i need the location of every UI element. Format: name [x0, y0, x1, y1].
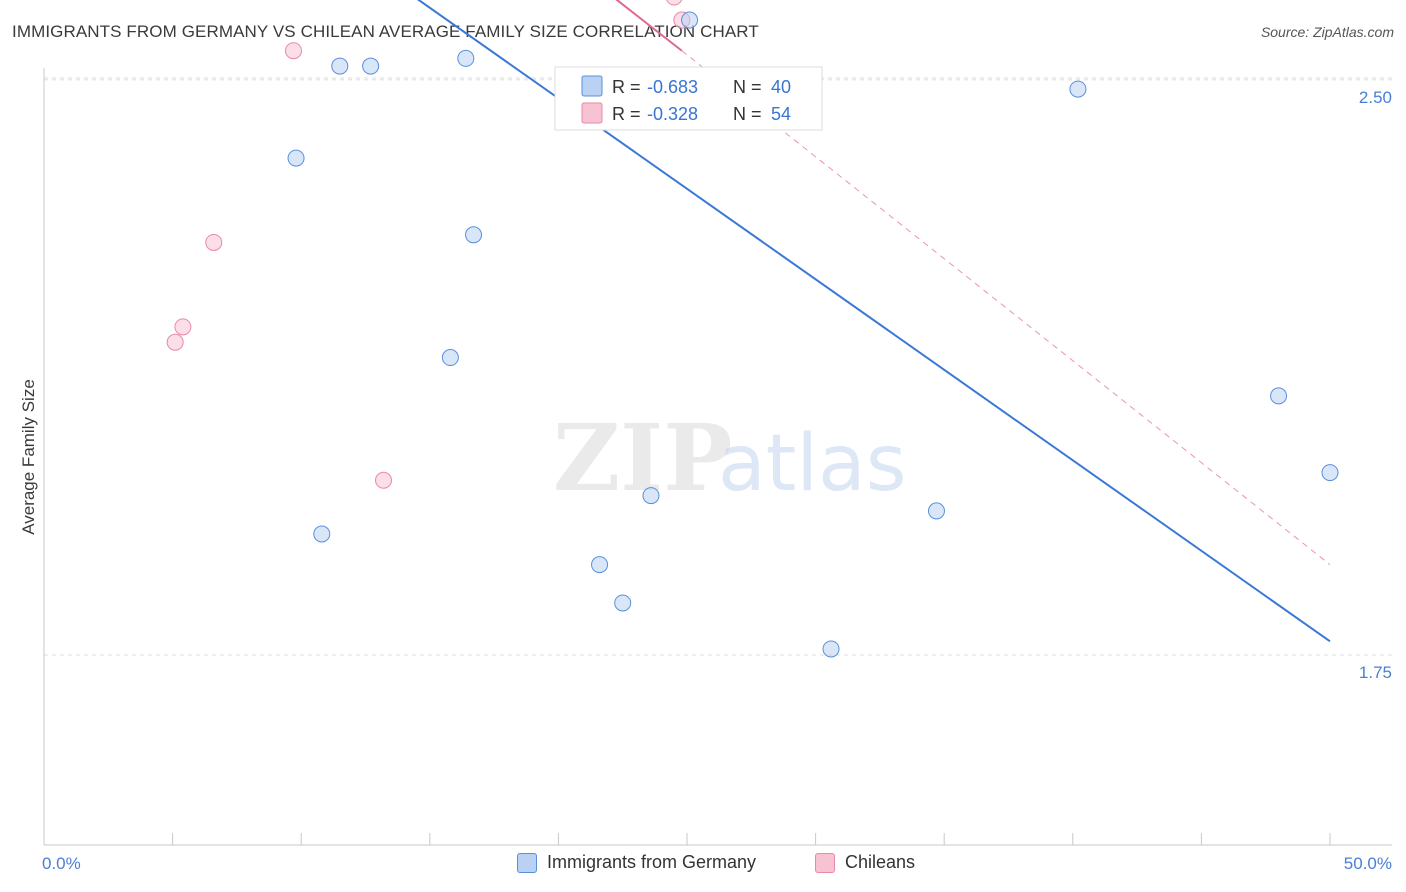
- legend-item-chileans[interactable]: Chileans: [815, 852, 915, 873]
- legend-r-label-chileans: R =: [612, 104, 641, 124]
- legend-swatch-germany-bottom: [517, 852, 537, 873]
- source-label: Source: ZipAtlas.com: [1260, 24, 1394, 40]
- axes: [43, 68, 1392, 846]
- point-germany-27: [441, 349, 459, 367]
- legend-r-value-germany: -0.683: [647, 77, 698, 97]
- point-germany-36: [927, 502, 945, 520]
- legend-r-label-germany: R =: [612, 77, 641, 97]
- point-germany-34: [681, 11, 699, 29]
- legend-box: R = -0.683 N = 40 R = -0.328 N = 54: [554, 66, 823, 131]
- y-axis-label: Average Family Size: [19, 379, 38, 535]
- watermark-atlas: atlas: [718, 419, 907, 509]
- point-germany-22: [331, 57, 349, 75]
- legend-swatch-germany: [581, 75, 603, 97]
- chart-title: IMMIGRANTS FROM GERMANY VS CHILEAN AVERA…: [12, 22, 759, 41]
- data-points: [166, 0, 1339, 658]
- point-chileans-38: [174, 318, 192, 336]
- legend-swatch-chileans: [581, 102, 603, 124]
- point-germany-39: [1321, 464, 1339, 482]
- point-chileans-52: [666, 0, 683, 6]
- legend-n-value-chileans: 54: [771, 104, 791, 124]
- legend-label-germany: Immigrants from Germany: [547, 852, 757, 872]
- point-germany-19: [287, 149, 305, 167]
- legend-n-label-germany: N =: [733, 77, 762, 97]
- point-chileans-41: [205, 233, 223, 251]
- y-tick-label-1: 2.50: [1359, 88, 1392, 107]
- legend-n-label-chileans: N =: [733, 104, 762, 124]
- point-chileans-49: [375, 471, 393, 489]
- bottom-legend: Immigrants from Germany Chileans: [0, 852, 1406, 878]
- trend-line-chileans: [615, 0, 683, 52]
- x-tick-label-max: 50.0%: [1344, 854, 1392, 873]
- x-tick-label-min: 0.0%: [42, 854, 81, 873]
- point-germany-28: [457, 49, 475, 67]
- point-germany-24: [362, 57, 380, 75]
- point-germany-38: [1270, 387, 1288, 405]
- legend-swatch-chileans-bottom: [815, 852, 835, 873]
- point-germany-37: [1069, 80, 1087, 98]
- trend-lines: [417, 0, 1331, 643]
- trend-line-germany: [417, 0, 1331, 643]
- legend-n-value-germany: 40: [771, 77, 791, 97]
- point-chileans-47: [284, 42, 302, 60]
- legend-label-chileans: Chileans: [845, 852, 916, 872]
- point-germany-35: [822, 640, 840, 658]
- point-germany-29: [465, 226, 483, 244]
- legend-item-germany[interactable]: Immigrants from Germany: [517, 852, 756, 873]
- point-germany-31: [591, 556, 609, 574]
- legend-r-value-chileans: -0.328: [647, 104, 698, 124]
- point-germany-21: [313, 525, 331, 543]
- point-chileans-37: [166, 333, 184, 351]
- watermark: ZIP atlas: [553, 404, 907, 512]
- y-tick-label-0: 1.75: [1359, 663, 1392, 682]
- y-tick-labels: 1.752.503.254.00: [1359, 88, 1392, 682]
- point-germany-33: [642, 487, 660, 505]
- trend-line-chileans-extension: [681, 50, 1331, 566]
- point-germany-32: [614, 594, 632, 612]
